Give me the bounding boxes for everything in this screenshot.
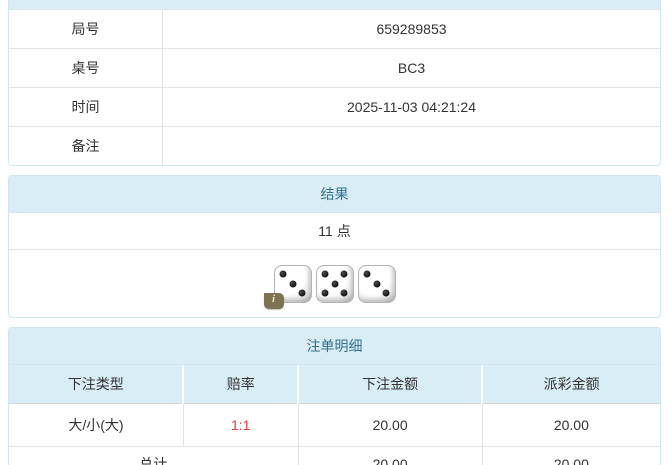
col-bet-amount: 下注金额 [297,365,483,404]
bet-details-title: 注单明细 [9,328,660,365]
time-label: 时间 [9,87,163,127]
bet-details-panel: 注单明细 下注类型 赔率 下注金额 派彩金额 大/小(大) 1:1 20.00 [8,327,661,465]
col-payout-amount: 派彩金额 [481,365,660,404]
remark-label: 备注 [9,126,163,165]
die-wrap [315,264,354,303]
table-header-row: 下注类型 赔率 下注金额 派彩金额 [9,365,660,404]
die-5-icon [315,264,354,303]
round-id-label: 局号 [9,10,163,49]
result-panel: 结果 11 点 i [8,175,661,318]
result-points: 11 点 [9,213,660,250]
die-wrap [357,264,396,303]
total-payout-amount: 20.00 [481,446,660,465]
total-bet-amount: 20.00 [297,446,483,465]
bet-type-value: 大/小(大) [9,403,184,447]
table-id-value: BC3 [162,48,660,88]
time-value: 2025-11-03 04:21:24 [162,87,660,127]
remark-value [163,127,661,166]
info-icon[interactable]: i [263,292,284,309]
table-row: 大/小(大) 1:1 20.00 20.00 [9,403,660,447]
col-bet-type: 下注类型 [9,365,184,404]
round-info-panel-header [9,0,660,10]
round-info-panel: 局号 659289853 桌号 BC3 时间 2025-11-03 04:21:… [8,0,661,166]
table-row: 备注 [9,126,661,166]
payout-amount-value: 20.00 [481,403,660,447]
round-info-table: 局号 659289853 桌号 BC3 时间 2025-11-03 04:21:… [9,10,660,165]
bet-amount-value: 20.00 [297,403,483,447]
bet-details-table: 下注类型 赔率 下注金额 派彩金额 大/小(大) 1:1 20.00 20.00… [9,365,660,465]
die-wrap: i [263,264,312,309]
table-row: 时间 2025-11-03 04:21:24 [9,87,660,127]
table-row: 桌号 BC3 [9,48,660,88]
col-odds: 赔率 [182,365,299,404]
table-row: 局号 659289853 [9,10,660,49]
odds-value: 1:1 [182,403,299,447]
dice-group: i [9,250,660,317]
result-panel-title: 结果 [9,176,660,213]
die-3-icon [357,264,396,303]
total-label: 总计 [139,455,168,465]
table-id-label: 桌号 [9,48,163,88]
total-row: 总计 20.00 20.00 [9,446,660,465]
round-id-value: 659289853 [162,10,660,49]
content-area: 局号 659289853 桌号 BC3 时间 2025-11-03 04:21:… [8,0,661,465]
